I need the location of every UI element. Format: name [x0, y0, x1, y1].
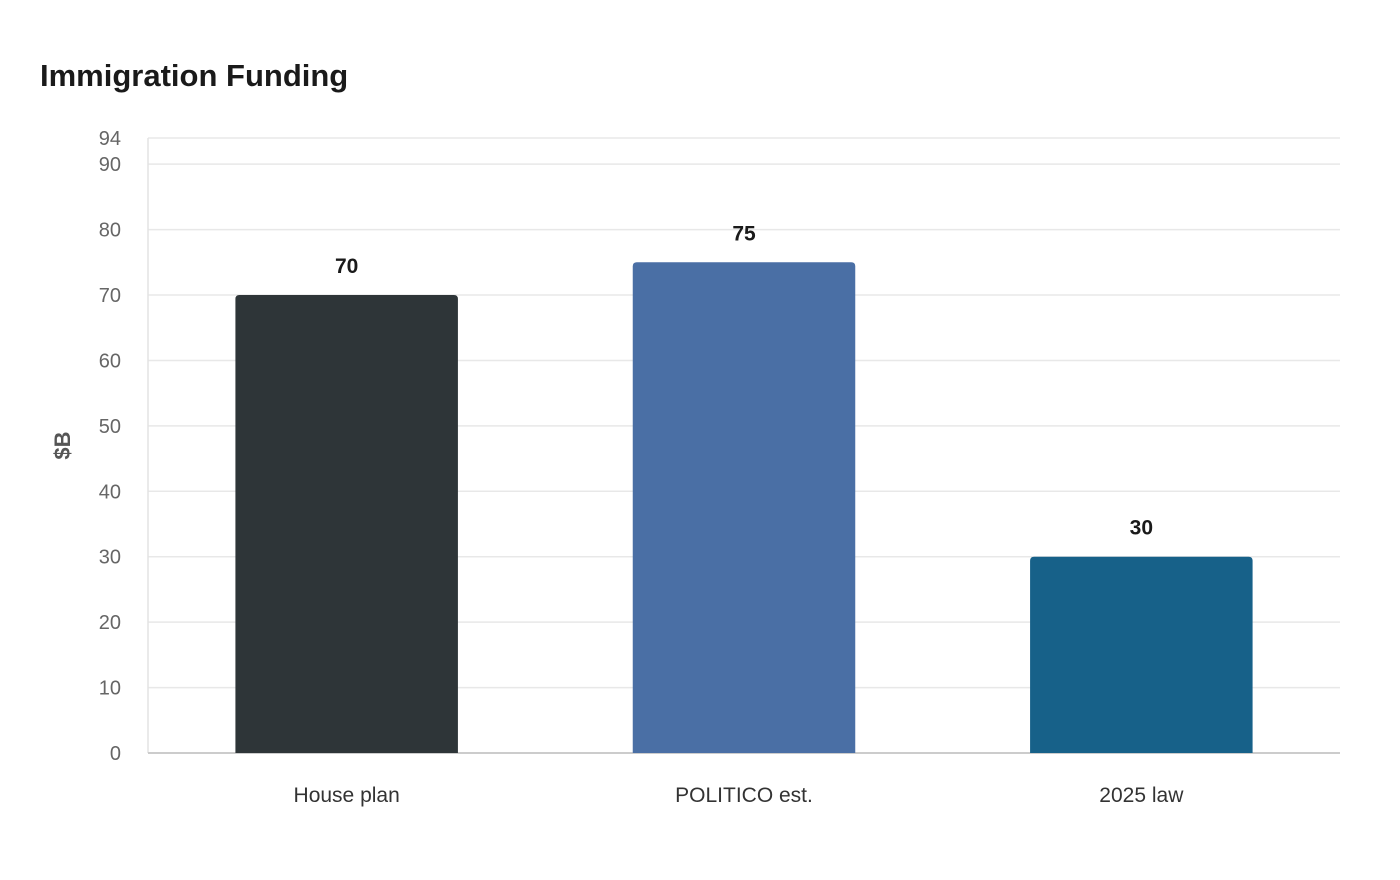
labels: 0 10 20 30 40 50 60 70 80 90 94 $B 70 House plan 75 POL… — [50, 128, 1184, 807]
y-tick-label: 20 — [99, 612, 121, 634]
y-tick-label: 90 — [99, 154, 121, 176]
bars — [235, 262, 1253, 753]
bar-value-label: 70 — [335, 255, 358, 278]
bar-0 — [235, 295, 458, 753]
y-axis-title: $B — [50, 431, 75, 459]
bar-2 — [1030, 556, 1253, 753]
y-tick-label: 0 — [110, 743, 121, 765]
x-category-label: POLITICO est. — [675, 784, 813, 807]
y-tick-label: 40 — [99, 481, 121, 503]
bar-value-label: 75 — [732, 222, 756, 245]
chart-title: Immigration Funding — [40, 58, 349, 93]
y-tick-label: 10 — [99, 678, 121, 700]
y-tick-label: 50 — [99, 416, 121, 438]
x-category-label: House plan — [294, 784, 400, 807]
y-tick-label: 70 — [99, 285, 121, 307]
y-tick-label: 94 — [99, 128, 121, 150]
x-category-label: 2025 law — [1099, 784, 1184, 807]
bar-value-label: 30 — [1130, 517, 1153, 540]
y-tick-label: 30 — [99, 547, 121, 569]
bar-1 — [632, 262, 856, 753]
y-tick-label: 60 — [99, 350, 121, 372]
y-tick-label: 80 — [99, 220, 121, 242]
